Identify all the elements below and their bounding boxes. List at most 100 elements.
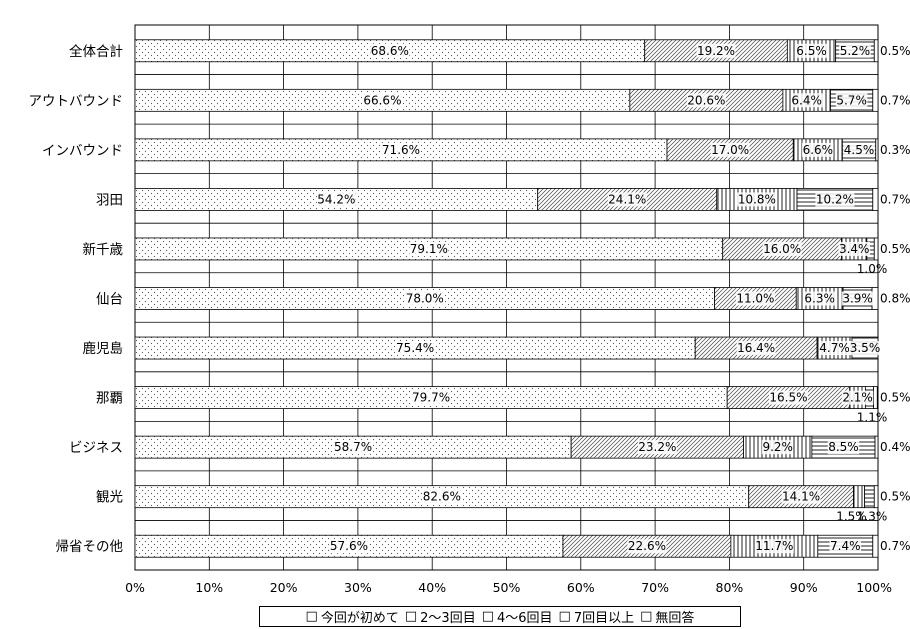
segment-value-label: 20.6% bbox=[687, 93, 725, 107]
segment-value-label: 6.3% bbox=[804, 292, 835, 306]
segment-label-background bbox=[790, 93, 823, 108]
legend-label: 無回答 bbox=[655, 611, 695, 626]
segment-label-background bbox=[405, 291, 445, 306]
segment-label-background bbox=[627, 539, 667, 554]
segment-value-label: 0.7% bbox=[880, 192, 910, 206]
x-tick-label: 30% bbox=[344, 580, 372, 595]
segment-value-label: 6.6% bbox=[803, 143, 834, 157]
segment-label-background bbox=[607, 192, 647, 207]
segment-label-background bbox=[637, 440, 677, 455]
segment-value-label: 54.2% bbox=[317, 192, 355, 206]
segment-value-label: 24.1% bbox=[608, 192, 646, 206]
segment-label-background bbox=[849, 341, 881, 356]
legend-label: 4～6回目 bbox=[497, 611, 553, 626]
segment-label-background bbox=[839, 43, 871, 58]
axis-layer: 0% 10% 20% 30% 40% 50% 60% 70% 80% 90% 100% 全体合計アウト… bbox=[29, 43, 893, 595]
bar-segment bbox=[864, 485, 875, 509]
segment-label-background bbox=[686, 93, 726, 108]
segment-label-background bbox=[843, 142, 875, 157]
legend-item-no-answer: □ 無回答 bbox=[640, 607, 694, 626]
category-label: インバウンド bbox=[42, 143, 123, 159]
category-label: 観光 bbox=[96, 489, 123, 506]
bar-segment bbox=[873, 237, 879, 261]
segment-label-background bbox=[768, 390, 808, 405]
segment-value-label: 75.4% bbox=[396, 341, 434, 355]
category-label: 鹿児島 bbox=[83, 340, 124, 357]
segment-value-label: 0.5% bbox=[880, 490, 910, 504]
segment-value-label: 6.4% bbox=[791, 93, 822, 107]
legend-label: 2～3回目 bbox=[420, 611, 476, 626]
segment-value-label: 71.6% bbox=[382, 143, 420, 157]
x-tick-label: 60% bbox=[567, 580, 595, 595]
legend-swatch-icon: □ bbox=[640, 609, 653, 624]
segment-value-label: 66.6% bbox=[363, 93, 401, 107]
x-tick-label: 0% bbox=[125, 580, 145, 595]
segment-label-background bbox=[829, 539, 862, 554]
segment-value-label: 8.5% bbox=[828, 440, 859, 454]
labels-layer: 68.6% 19.2% 6.5% 5.2% 0.5% 66.6% 20.6% 6.4% 5.7%… bbox=[316, 43, 910, 554]
segment-label-background bbox=[316, 192, 356, 207]
segment-value-label: 1.1% bbox=[857, 411, 888, 425]
segment-value-label: 0.5% bbox=[880, 44, 910, 58]
segment-label-background bbox=[370, 43, 410, 58]
segment-label-background bbox=[815, 192, 855, 207]
segment-value-label: 0.7% bbox=[880, 93, 910, 107]
legend-item-7-plus-times: □ 7回目以上 bbox=[559, 607, 635, 626]
segment-value-label: 0.7% bbox=[880, 539, 910, 553]
segment-value-label: 58.7% bbox=[334, 440, 372, 454]
x-tick-label: 20% bbox=[270, 580, 298, 595]
legend-swatch-icon: □ bbox=[404, 609, 418, 624]
segment-label-background bbox=[409, 241, 449, 256]
bar-segment bbox=[872, 188, 879, 211]
segment-label-background bbox=[754, 539, 794, 554]
category-label: 新千歳 bbox=[83, 242, 124, 258]
category-label: ビジネス bbox=[69, 440, 123, 456]
segment-label-background bbox=[735, 291, 775, 306]
segment-label-background bbox=[411, 390, 451, 405]
segment-value-label: 14.1% bbox=[782, 490, 820, 504]
segment-value-label: 57.6% bbox=[330, 539, 368, 553]
segment-value-label: 78.0% bbox=[406, 292, 444, 306]
segment-value-label: 19.2% bbox=[697, 44, 735, 58]
segment-label-background bbox=[841, 390, 874, 405]
segment-value-label: 79.7% bbox=[412, 391, 450, 405]
segment-value-label: 3.4% bbox=[839, 242, 870, 256]
bar-segment bbox=[874, 435, 879, 459]
segment-value-label: 4.7% bbox=[819, 341, 850, 355]
segment-value-label: 0.5% bbox=[880, 242, 910, 256]
x-tick-label: 90% bbox=[790, 580, 818, 595]
segment-label-background bbox=[803, 291, 836, 306]
bar-segment bbox=[872, 534, 879, 558]
segment-label-background bbox=[841, 291, 874, 306]
segment-value-label: 3.9% bbox=[842, 292, 873, 306]
segment-value-label: 1.0% bbox=[857, 262, 888, 276]
segment-value-label: 5.2% bbox=[840, 44, 871, 58]
segment-label-background bbox=[422, 489, 462, 504]
segment-label-background bbox=[395, 341, 435, 356]
bar-segment bbox=[853, 485, 866, 509]
x-tick-label: 100% bbox=[856, 580, 892, 595]
segment-label-background bbox=[781, 489, 821, 504]
category-label: 帰省その他 bbox=[56, 538, 124, 555]
segment-value-label: 23.2% bbox=[638, 440, 676, 454]
segment-label-background bbox=[736, 341, 776, 356]
segment-label-background bbox=[761, 440, 794, 455]
segment-value-label: 11.0% bbox=[736, 292, 774, 306]
legend-swatch-icon: □ bbox=[558, 609, 571, 624]
x-tick-label: 80% bbox=[716, 580, 744, 595]
segment-value-label: 2.1% bbox=[842, 391, 873, 405]
segment-value-label: 16.0% bbox=[763, 242, 801, 256]
segment-value-label: 16.4% bbox=[737, 341, 775, 355]
segment-value-label: 4.5% bbox=[844, 143, 875, 157]
legend-item-4-6-times: □ 4～6回目 bbox=[482, 607, 553, 626]
segment-value-label: 79.1% bbox=[410, 242, 448, 256]
segment-value-label: 22.6% bbox=[628, 539, 666, 553]
bar-segment bbox=[873, 485, 879, 509]
segment-value-label: 7.4% bbox=[830, 539, 861, 553]
segment-label-background bbox=[737, 192, 777, 207]
legend-item-first-time: □ 今回が初めて bbox=[306, 607, 399, 626]
segment-value-label: 1.3% bbox=[857, 510, 888, 524]
bar-segment bbox=[873, 39, 879, 63]
segment-value-label: 68.6% bbox=[371, 44, 409, 58]
